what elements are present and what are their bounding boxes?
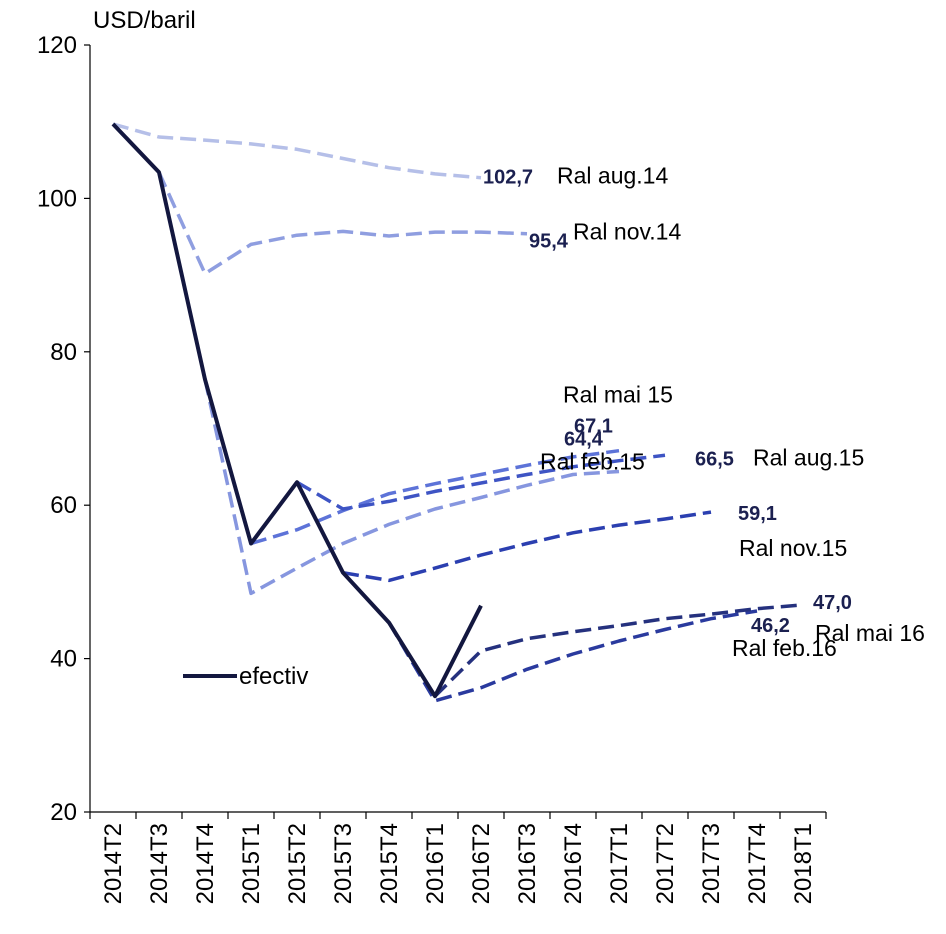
series-name-label-ral-nov-15: Ral nov.15: [739, 535, 847, 561]
series-line-efectiv: [111, 122, 483, 699]
series-name-label-ral-aug-15: Ral aug.15: [753, 444, 864, 470]
x-tick-label: 2015T1: [238, 823, 265, 904]
y-tick-label: 80: [50, 339, 77, 366]
y-axis-unit-label: USD/baril: [93, 7, 196, 34]
x-tick-label: 2018T1: [790, 823, 817, 904]
end-value-label-ral-feb-16: 46,2: [751, 615, 790, 637]
x-tick-label: 2016T2: [468, 823, 495, 904]
x-tick-label: 2014T4: [192, 823, 219, 904]
x-tick-label: 2017T2: [652, 823, 679, 904]
end-value-label-ral-mai-16: 47,0: [813, 592, 852, 614]
y-tick-label: 20: [50, 799, 77, 826]
end-value-label-ral-nov-14: 95,4: [529, 231, 569, 253]
series-name-label-ral-feb-16: Ral feb.16: [732, 635, 837, 661]
x-tick-label: 2014T2: [100, 823, 127, 904]
end-value-label-ral-aug-14: 102,7: [483, 167, 533, 189]
y-tick-label: 100: [37, 185, 77, 212]
series-line-ral-aug-15: [296, 453, 666, 511]
series-line-ral-mai-16: [433, 603, 804, 698]
end-value-label-ral-nov-15: 59,1: [738, 503, 777, 525]
y-tick-label: 40: [50, 646, 77, 673]
y-tick-label: 60: [50, 492, 77, 519]
series-line-ral-mai-15: [250, 448, 620, 546]
series-line-ral-nov-15: [342, 510, 712, 583]
x-tick-label: 2017T3: [698, 823, 725, 904]
end-value-label-ral-feb-15: 64,4: [564, 428, 604, 450]
series-layer: [111, 122, 804, 703]
legend: efectiv: [183, 663, 308, 690]
legend-label-efectiv: efectiv: [239, 663, 308, 690]
series-line-ral-aug-14: [112, 122, 482, 180]
x-tick-label: 2015T4: [376, 823, 403, 904]
series-line-ral-feb-16: [387, 609, 758, 703]
x-tick-label: 2017T1: [606, 823, 633, 904]
x-tick-label: 2016T4: [560, 823, 587, 904]
end-value-label-ral-mai-15: 67,1: [574, 416, 613, 438]
x-tick-label: 2017T4: [744, 823, 771, 904]
x-tick-label: 2014T3: [146, 823, 173, 904]
end-value-label-ral-aug-15: 66,5: [695, 448, 734, 470]
y-ticks: 20 40 60 80 100 120: [37, 32, 90, 826]
series-name-label-ral-feb-15: Ral feb.15: [540, 448, 645, 474]
x-tick-label: 2015T3: [330, 823, 357, 904]
x-tick-label: 2015T2: [284, 823, 311, 904]
series-line-ral-feb-15: [203, 379, 620, 596]
x-tick-label: 2016T3: [514, 823, 541, 904]
series-name-label-ral-aug-14: Ral aug.14: [557, 163, 668, 189]
x-tick-label: 2016T1: [422, 823, 449, 904]
series-name-label-ral-mai-15: Ral mai 15: [563, 382, 673, 408]
series-name-label-ral-nov-14: Ral nov.14: [573, 219, 681, 245]
y-tick-label: 120: [37, 32, 77, 59]
series-name-label-ral-mai-16: Ral mai 16: [815, 620, 925, 646]
series-line-ral-nov-14: [157, 171, 528, 276]
x-ticks: 2014T2 2014T3 2014T4 2015T1 2015T2 2015T3 2015…: [89, 812, 827, 904]
